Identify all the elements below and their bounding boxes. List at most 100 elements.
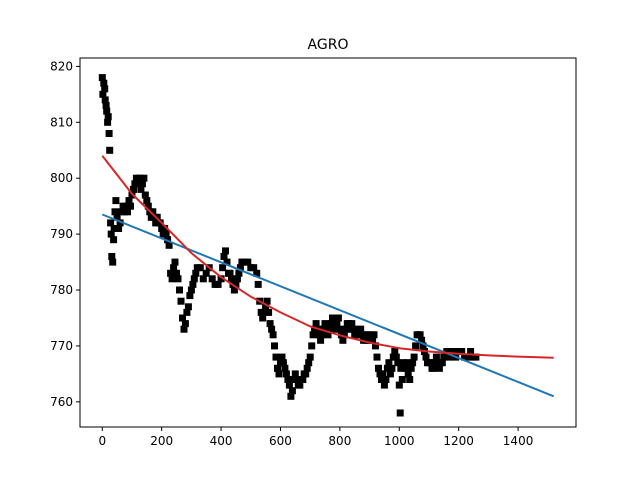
scatter-point [101, 85, 109, 93]
scatter-point [236, 264, 244, 272]
scatter-point [388, 364, 396, 372]
scatter-point [99, 90, 107, 98]
scatter-point [127, 202, 134, 210]
scatter-point [180, 325, 188, 333]
scatter-point [220, 253, 228, 260]
scatter-point [339, 336, 347, 344]
scatter-point [183, 308, 191, 316]
scatter-point [107, 230, 115, 238]
scatter-point [349, 325, 357, 333]
scatter-point [396, 409, 404, 417]
scatter-point [274, 364, 281, 372]
scatter-point [317, 336, 325, 344]
scatter-point [235, 269, 243, 277]
scatter-point [219, 264, 227, 272]
scatter-point [348, 320, 356, 328]
scatter-point [302, 370, 310, 378]
scatter-point [135, 174, 143, 182]
scatter-point [312, 320, 320, 328]
scatter-point [102, 102, 110, 109]
scatter-point [116, 219, 124, 227]
scatter-point [253, 269, 261, 277]
scatter-point [340, 331, 348, 339]
y-tick-label: 800 [50, 171, 73, 185]
scatter-point [438, 359, 446, 367]
scatter-point [174, 275, 182, 283]
scatter-point [171, 258, 179, 266]
scatter-point [165, 241, 173, 249]
scatter-point [385, 359, 393, 367]
scatter-point [179, 314, 186, 322]
scatter-point [333, 320, 341, 328]
y-tick-label: 770 [50, 339, 73, 353]
chart-title: AGRO [308, 37, 349, 53]
scatter-point [268, 325, 276, 333]
x-tick-label: 800 [328, 434, 351, 448]
scatter-point [208, 275, 216, 283]
scatter-point [416, 331, 424, 339]
scatter-point [272, 353, 280, 361]
scatter-point [177, 297, 185, 305]
scatter-point [196, 264, 204, 272]
scatter-point [321, 320, 329, 328]
scatter-point [382, 376, 390, 383]
scatter-point [173, 269, 180, 277]
scatter-point [186, 292, 194, 300]
y-axis: 760 770 780 790 800 810 820 [50, 59, 80, 409]
scatter-point [299, 376, 307, 383]
scatter-point [254, 280, 262, 288]
scatter-point [104, 118, 112, 126]
scatter-point [184, 303, 192, 311]
scatter-point [373, 353, 381, 361]
y-tick-label: 810 [50, 115, 73, 129]
scatter-point [334, 314, 342, 322]
scatter-point [176, 286, 183, 294]
scatter-point [467, 348, 475, 355]
scatter-point [288, 387, 296, 395]
scatter-point [141, 191, 149, 199]
scatter-point [250, 264, 258, 272]
scatter-point [110, 225, 118, 232]
scatter-point [98, 74, 106, 82]
scatter-point [305, 359, 313, 367]
scatter-point [189, 280, 197, 288]
scatter-point [401, 364, 409, 372]
scatter-point [137, 185, 145, 193]
scatter-point [115, 225, 123, 232]
scatter-point [278, 353, 286, 361]
scatter-point [403, 359, 411, 367]
scatter-point [342, 325, 350, 333]
scatter-point [111, 208, 119, 216]
scatter-point [105, 130, 113, 137]
scatter-point [187, 286, 195, 294]
scatter-point [446, 353, 454, 361]
scatter-point [357, 325, 365, 333]
scatter-point [170, 264, 178, 272]
scatter-point [112, 197, 120, 205]
scatter-point [329, 314, 336, 322]
scatter-point [122, 202, 130, 210]
scatter-point [101, 96, 109, 104]
scatter-point [386, 370, 394, 378]
scatter-point [110, 236, 118, 244]
scatter-point [412, 342, 420, 350]
scatter-point [306, 353, 314, 361]
x-tick-label: 400 [210, 434, 233, 448]
scatter-point [303, 364, 311, 372]
y-tick-label: 760 [50, 395, 73, 409]
scatter-point [259, 314, 267, 322]
scatter-point [309, 331, 317, 339]
scatter-point [410, 353, 418, 361]
scatter-point [281, 364, 289, 372]
x-tick-label: 1400 [503, 434, 534, 448]
scatter-point [161, 225, 169, 232]
scatter-point [391, 348, 399, 355]
scatter-point [140, 174, 148, 182]
scatter-point [214, 280, 222, 288]
scatter-point [407, 364, 415, 372]
scatter-point [472, 353, 480, 361]
scatter-point [222, 247, 229, 255]
scatter-point [103, 107, 111, 115]
scatter-point [282, 370, 290, 378]
